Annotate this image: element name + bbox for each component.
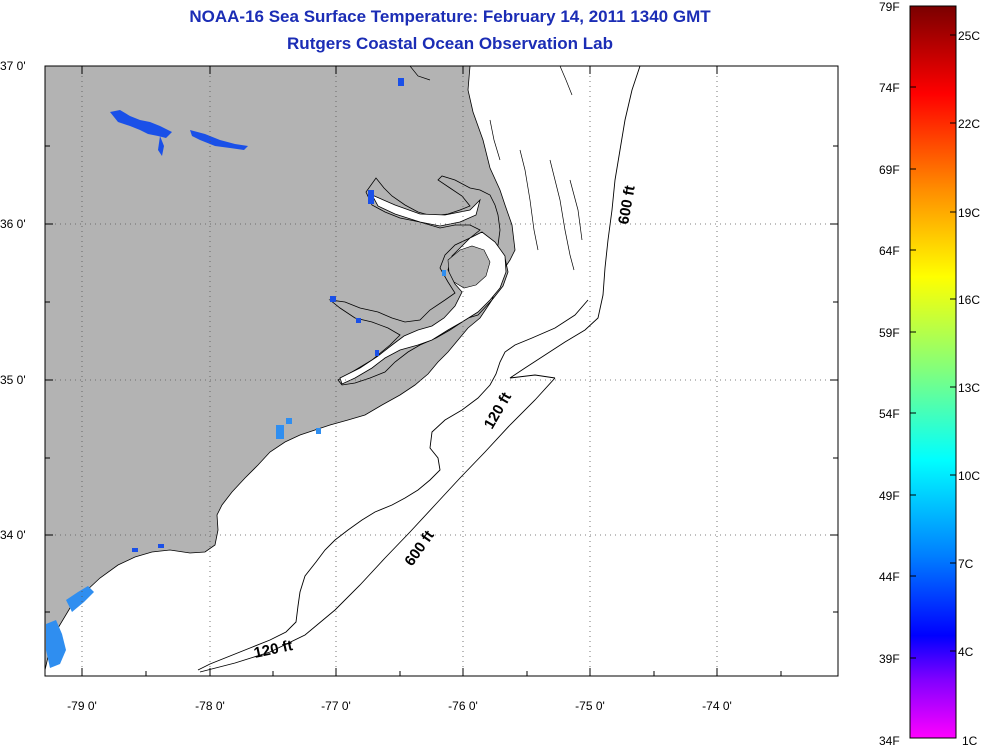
lat-label: 37 0' bbox=[0, 59, 26, 73]
color-scale-bar bbox=[909, 5, 957, 739]
colorbar-label-c: 25C bbox=[958, 29, 980, 43]
lon-label: -79 0' bbox=[67, 699, 97, 713]
lon-label: -78 0' bbox=[195, 699, 225, 713]
lon-label: -76 0' bbox=[448, 699, 478, 713]
plot-frame bbox=[44, 65, 839, 677]
colorbar-label-c: 7C bbox=[958, 557, 974, 571]
axis-ticks bbox=[45, 65, 838, 676]
fahrenheit-labels: 79F 74F 69F 64F 59F 54F 49F 44F 39F 34F bbox=[879, 0, 900, 748]
map-title: NOAA-16 Sea Surface Temperature: Februar… bbox=[189, 7, 711, 26]
colorbar-ticks bbox=[910, 34, 956, 659]
map-subtitle: Rutgers Coastal Ocean Observation Lab bbox=[287, 34, 613, 53]
celsius-labels: 25C 22C 19C 16C 13C 10C 7C 4C 1C bbox=[958, 29, 980, 748]
lon-label: -75 0' bbox=[575, 699, 605, 713]
isobath-120ft-inner bbox=[197, 299, 589, 671]
albemarle-sound bbox=[371, 194, 481, 227]
colorbar-label-f: 34F bbox=[879, 734, 900, 748]
colorbar-label-c: 10C bbox=[958, 469, 980, 483]
colorbar-label-c: 16C bbox=[958, 293, 980, 307]
colorbar-label-c: 4C bbox=[958, 645, 974, 659]
lon-label: -77 0' bbox=[321, 699, 351, 713]
island bbox=[447, 245, 491, 289]
colorbar-label-c: 13C bbox=[958, 381, 980, 395]
colorbar-label-c: 1C bbox=[962, 734, 978, 748]
isobaths bbox=[197, 66, 641, 673]
graticule bbox=[45, 66, 838, 676]
coastal-detail bbox=[409, 66, 583, 271]
colorbar-label-f: 59F bbox=[879, 326, 900, 340]
colorbar-label-f: 44F bbox=[879, 570, 900, 584]
colorbar-label-f: 49F bbox=[879, 489, 900, 503]
isobath-600ft-south bbox=[199, 377, 556, 673]
colorbar-label-f: 79F bbox=[879, 0, 900, 14]
lon-label: -74 0' bbox=[702, 699, 732, 713]
lat-label: 34 0' bbox=[0, 528, 26, 542]
lat-label: 36 0' bbox=[0, 217, 26, 231]
lat-label: 35 0' bbox=[0, 373, 26, 387]
colorbar-label-f: 69F bbox=[879, 163, 900, 177]
sst-pixels bbox=[46, 78, 446, 668]
colorbar-label-c: 22C bbox=[958, 117, 980, 131]
colorbar-label-f: 39F bbox=[879, 652, 900, 666]
colorbar-label-f: 64F bbox=[879, 244, 900, 258]
isobath-600ft-north bbox=[509, 66, 641, 379]
colorbar-label-f: 74F bbox=[879, 81, 900, 95]
contour-label-600ft: 600 ft bbox=[615, 184, 639, 226]
colorbar-label-c: 19C bbox=[958, 206, 980, 220]
colorbar-label-f: 54F bbox=[879, 407, 900, 421]
